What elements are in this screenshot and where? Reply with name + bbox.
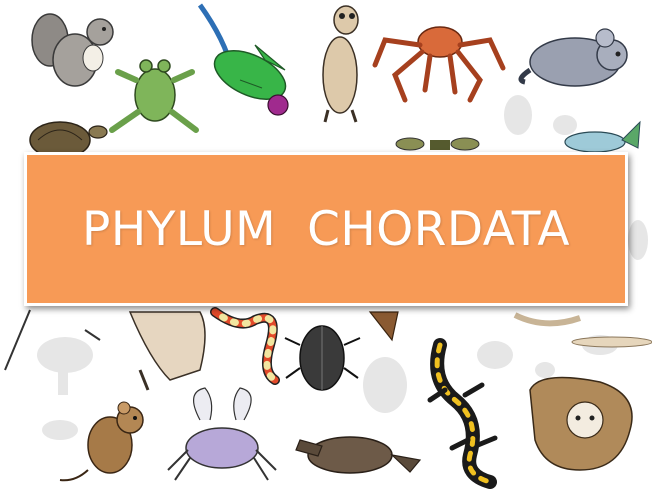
bird-tail-illustration	[368, 311, 399, 342]
flying-squirrel-illustration	[529, 376, 633, 471]
chinchilla-illustration	[518, 28, 628, 87]
spider-crab-illustration	[372, 26, 506, 103]
fish-illustration	[564, 120, 641, 153]
kangaroo-rat-illustration	[513, 312, 652, 348]
crab-illustration	[167, 387, 277, 481]
parrot-illustration	[197, 3, 289, 116]
grass-illustration	[4, 309, 101, 371]
mouse-illustration	[59, 401, 144, 482]
slide-title: PHYLUM CHORDATA	[82, 201, 570, 257]
title-banner: PHYLUM CHORDATA	[24, 152, 628, 306]
coral-snake-illustration	[210, 307, 280, 385]
beetle-illustration	[284, 325, 361, 391]
salamander-illustration	[427, 338, 498, 489]
frog-illustration	[109, 59, 199, 133]
kangaroo-illustration	[128, 311, 206, 391]
squirrel-illustration	[31, 13, 114, 87]
meerkat-illustration	[322, 5, 359, 123]
dragonfly-illustration	[395, 137, 480, 151]
platypus-illustration	[295, 436, 422, 474]
